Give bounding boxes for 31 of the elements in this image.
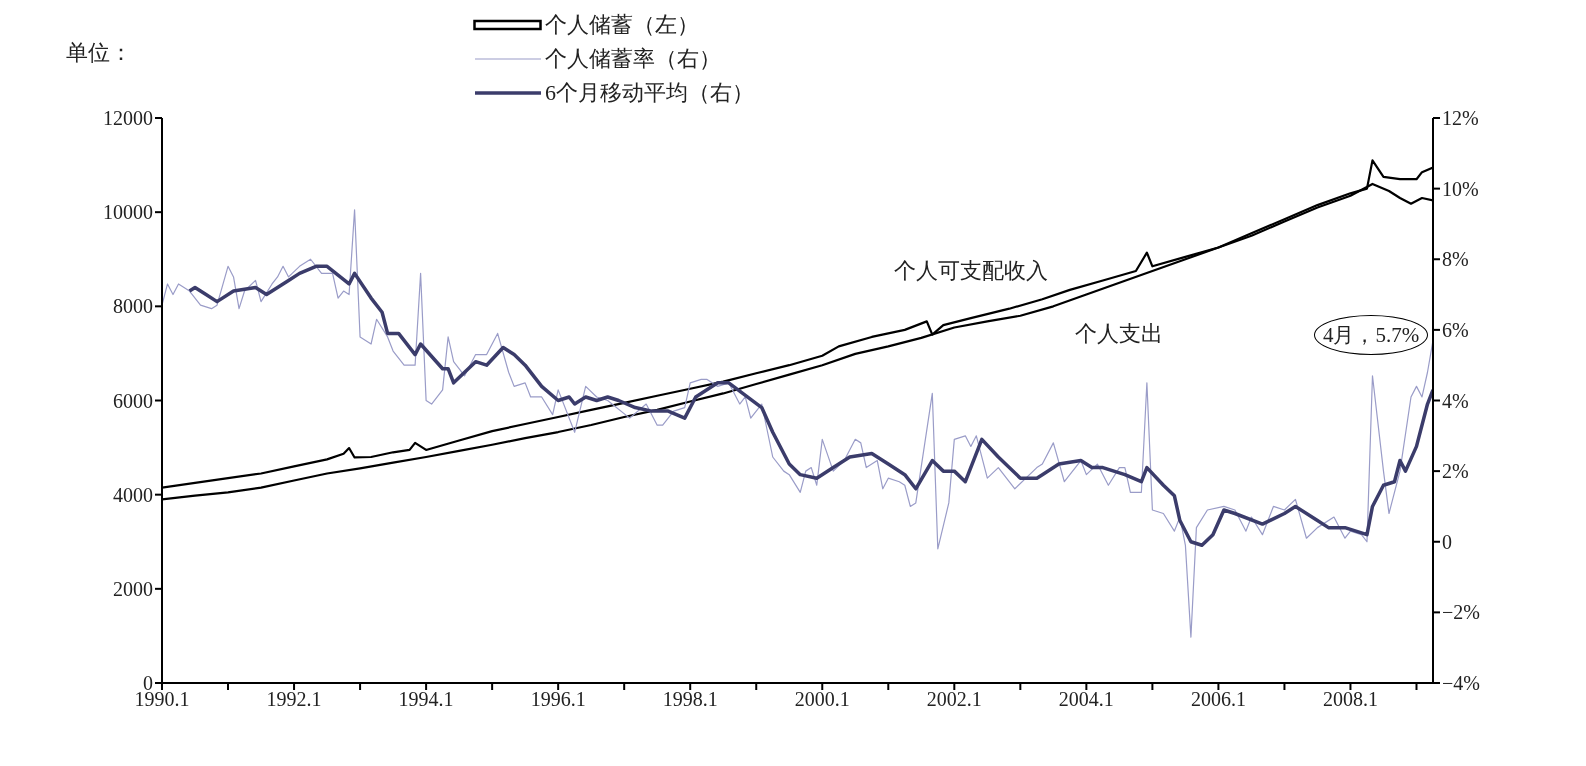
legend-label: 6个月移动平均（右）: [545, 79, 754, 107]
series-label: 个人支出: [1075, 320, 1164, 346]
x-tick-label: 1998.1: [662, 688, 718, 711]
y2-tick-label: 12%: [1442, 107, 1479, 130]
y-tick-label: 12000: [103, 107, 153, 130]
x-tick-label: 2008.1: [1322, 688, 1378, 711]
y2-tick-label: 6%: [1442, 318, 1469, 341]
y2-tick-label: −2%: [1442, 601, 1480, 624]
x-tick-label: 1994.1: [398, 688, 454, 711]
x-tick-label: 2002.1: [926, 688, 982, 711]
text: 个人储蓄（左）: [545, 11, 699, 39]
x-tick-label: 2000.1: [794, 688, 850, 711]
x-tick-label: 1996.1: [530, 688, 586, 711]
x-tick-label: 2006.1: [1190, 688, 1246, 711]
y-tick-label: 10000: [103, 201, 153, 224]
y-tick-label: 6000: [113, 389, 153, 412]
legend-label: 个人储蓄率（右）: [545, 45, 721, 73]
line-series: [162, 209, 1433, 638]
x-tick-label: 2004.1: [1058, 688, 1114, 711]
y2-tick-label: 10%: [1442, 177, 1479, 200]
series-label: 个人可支配收入: [893, 258, 1048, 284]
x-tick-label: 1992.1: [266, 688, 322, 711]
y2-tick-label: 0: [1442, 530, 1452, 553]
y2-tick-label: 2%: [1442, 460, 1469, 483]
y2-tick-label: 8%: [1442, 248, 1469, 271]
y2-tick-label: 4%: [1442, 389, 1469, 412]
y-tick-label: 2000: [113, 577, 153, 600]
y-axis-title: 单位：: [66, 39, 132, 67]
y-tick-label: 8000: [113, 295, 153, 318]
y2-tick-label: −4%: [1442, 672, 1480, 695]
y-tick-label: 4000: [113, 483, 153, 506]
